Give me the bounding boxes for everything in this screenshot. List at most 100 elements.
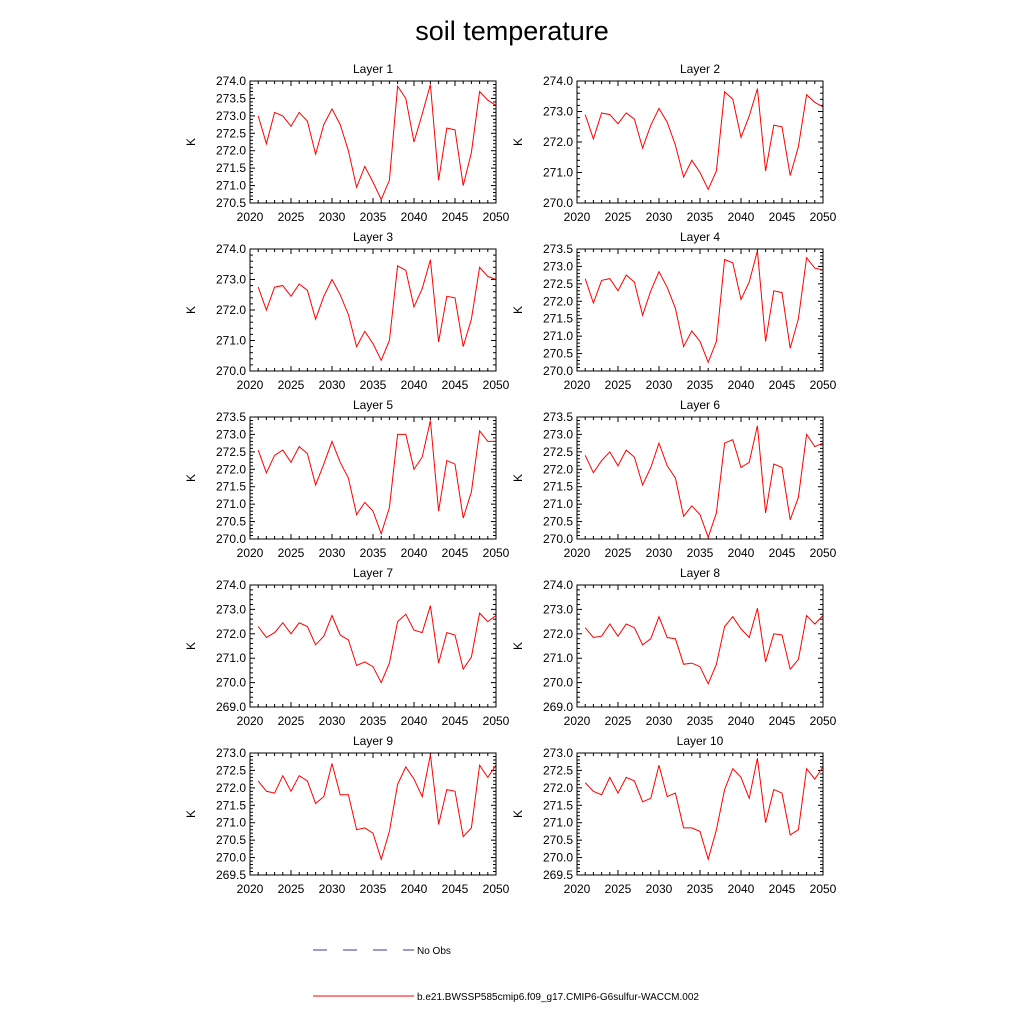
y-tick-label: 272.0 xyxy=(543,135,573,149)
x-tick-label: 2040 xyxy=(728,714,755,728)
y-tick-label: 272.0 xyxy=(216,781,246,795)
y-tick-label: 273.0 xyxy=(216,602,246,616)
y-tick-label: 271.0 xyxy=(216,651,246,665)
x-tick-label: 2045 xyxy=(442,714,469,728)
x-tick-label: 2045 xyxy=(442,882,469,896)
series-line xyxy=(257,420,496,536)
x-tick-label: 2040 xyxy=(728,546,755,560)
y-axis-label: K xyxy=(511,474,525,482)
x-tick-label: 2020 xyxy=(237,210,264,224)
plot-frame xyxy=(576,584,824,708)
x-tick-label: 2030 xyxy=(319,882,346,896)
x-tick-label: 2030 xyxy=(319,546,346,560)
y-tick-label: 273.5 xyxy=(216,410,246,424)
x-tick-label: 2035 xyxy=(687,378,714,392)
y-tick-label: 270.0 xyxy=(543,532,573,546)
x-tick-label: 2035 xyxy=(687,546,714,560)
y-tick-label: 272.0 xyxy=(543,627,573,641)
panel-title: Layer 8 xyxy=(680,566,720,580)
x-tick-label: 2020 xyxy=(564,210,591,224)
y-tick-label: 270.5 xyxy=(216,833,246,847)
chart-panel-1: Layer 1 K 2020 2025 2030 2035 2040 2045 2050 270.… xyxy=(184,62,510,224)
y-tick-label: 272.5 xyxy=(543,763,573,777)
x-tick-label: 2025 xyxy=(278,210,305,224)
y-tick-label: 272.0 xyxy=(216,144,246,158)
x-tick-label: 2050 xyxy=(810,714,837,728)
x-tick-label: 2035 xyxy=(687,714,714,728)
x-tick-label: 2035 xyxy=(360,546,387,560)
y-tick-label: 273.0 xyxy=(216,273,246,287)
x-tick-label: 2050 xyxy=(810,210,837,224)
y-tick-label: 270.5 xyxy=(216,515,246,529)
x-tick-label: 2045 xyxy=(769,882,796,896)
x-tick-label: 2030 xyxy=(646,210,673,224)
y-tick-label: 270.0 xyxy=(543,196,573,210)
y-tick-label: 273.0 xyxy=(543,259,573,273)
x-tick-label: 2035 xyxy=(360,378,387,392)
plot-frame xyxy=(576,752,824,876)
series-line xyxy=(584,250,824,364)
panel-title: Layer 9 xyxy=(353,734,393,748)
plot-frame xyxy=(249,416,497,540)
y-axis-label: K xyxy=(511,810,525,818)
y-axis-label: K xyxy=(184,138,198,146)
series-line xyxy=(257,84,497,201)
x-tick-label: 2020 xyxy=(564,546,591,560)
panel-title: Layer 5 xyxy=(353,398,393,412)
y-tick-label: 271.5 xyxy=(216,798,246,812)
legend-no-obs-label: No Obs xyxy=(417,946,451,957)
panel-title: Layer 4 xyxy=(680,230,720,244)
plot-frame xyxy=(249,584,497,708)
x-tick-label: 2025 xyxy=(605,378,632,392)
y-tick-label: 270.5 xyxy=(543,833,573,847)
x-tick-label: 2045 xyxy=(442,546,469,560)
y-axis-label: K xyxy=(511,138,525,146)
y-tick-label: 272.5 xyxy=(543,445,573,459)
y-tick-label: 272.5 xyxy=(543,277,573,291)
x-tick-label: 2050 xyxy=(483,378,510,392)
chart-panel-9: Layer 9 K 2020 2025 2030 2035 2040 2045 2050 269.… xyxy=(184,734,510,896)
x-tick-label: 2050 xyxy=(483,546,510,560)
x-tick-label: 2035 xyxy=(687,210,714,224)
x-tick-label: 2030 xyxy=(646,714,673,728)
x-tick-label: 2020 xyxy=(237,546,264,560)
y-tick-label: 274.0 xyxy=(216,578,246,592)
x-tick-label: 2045 xyxy=(769,714,796,728)
y-tick-label: 270.5 xyxy=(543,347,573,361)
y-tick-label: 273.0 xyxy=(216,109,246,123)
x-tick-label: 2030 xyxy=(646,882,673,896)
x-tick-label: 2025 xyxy=(278,882,305,896)
x-tick-label: 2020 xyxy=(564,378,591,392)
x-tick-label: 2030 xyxy=(646,546,673,560)
chart-panel-2: Layer 2 K 2020 2025 2030 2035 2040 2045 2050 270.… xyxy=(511,62,837,224)
y-axis-label: K xyxy=(184,474,198,482)
x-tick-label: 2050 xyxy=(483,714,510,728)
chart-panel-3: Layer 3 K 2020 2025 2030 2035 2040 2045 2050 270.… xyxy=(184,230,510,392)
panel-title: Layer 7 xyxy=(353,566,393,580)
panel-title: Layer 10 xyxy=(677,734,724,748)
y-axis-label: K xyxy=(511,642,525,650)
y-tick-label: 271.0 xyxy=(543,329,573,343)
y-tick-label: 271.5 xyxy=(543,312,573,326)
y-tick-label: 273.5 xyxy=(543,242,573,256)
y-tick-label: 269.0 xyxy=(543,700,573,714)
x-tick-label: 2040 xyxy=(401,210,428,224)
y-tick-label: 270.0 xyxy=(543,364,573,378)
y-tick-label: 271.5 xyxy=(216,480,246,494)
y-tick-label: 273.0 xyxy=(543,746,573,760)
x-tick-label: 2045 xyxy=(442,378,469,392)
chart-panel-4: Layer 4 K 2020 2025 2030 2035 2040 2045 2050 270.… xyxy=(511,230,837,392)
y-tick-label: 271.0 xyxy=(216,816,246,830)
chart-panel-7: Layer 7 K 2020 2025 2030 2035 2040 2045 2050 269.… xyxy=(184,566,510,728)
y-axis-label: K xyxy=(184,810,198,818)
plot-frame xyxy=(249,248,497,372)
y-tick-label: 274.0 xyxy=(216,242,246,256)
y-tick-label: 272.5 xyxy=(216,126,246,140)
x-tick-label: 2035 xyxy=(687,882,714,896)
y-tick-label: 271.0 xyxy=(543,166,573,180)
chart-panel-6: Layer 6 K 2020 2025 2030 2035 2040 2045 2050 270.… xyxy=(511,398,837,560)
series-line xyxy=(584,608,824,686)
y-tick-label: 271.0 xyxy=(543,497,573,511)
y-tick-label: 273.0 xyxy=(216,746,246,760)
